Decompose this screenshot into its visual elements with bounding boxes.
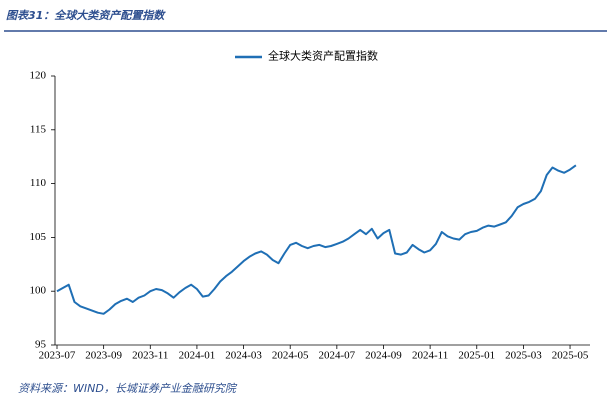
y-tick-label: 100	[30, 285, 47, 297]
x-tick-label: 2024-05	[272, 350, 309, 362]
x-tick-label: 2023-09	[85, 350, 122, 362]
x-tick-label: 2023-07	[39, 350, 76, 362]
x-tick-label: 2025-05	[552, 350, 589, 362]
y-tick-label: 105	[30, 231, 47, 243]
y-tick-label: 95	[35, 339, 47, 351]
y-tick-label: 120	[30, 70, 47, 82]
x-tick-label: 2024-07	[319, 350, 356, 362]
x-tick-label: 2025-01	[458, 350, 495, 362]
source-note: 资料来源：WIND，长城证券产业金融研究院	[18, 382, 238, 395]
chart-title: 图表31：全球大类资产配置指数	[6, 9, 166, 22]
data-line	[56, 164, 577, 315]
x-tick-label: 2025-03	[505, 350, 542, 362]
x-tick-label: 2024-11	[412, 350, 448, 362]
x-tick-label: 2024-09	[365, 350, 402, 362]
y-tick-label: 115	[30, 123, 47, 135]
legend-label: 全球大类资产配置指数	[268, 49, 378, 63]
x-tick-label: 2024-03	[225, 350, 262, 362]
x-tick-label: 2024-01	[179, 350, 216, 362]
x-tick-label: 2023-11	[132, 350, 168, 362]
y-tick-label: 110	[30, 177, 47, 189]
